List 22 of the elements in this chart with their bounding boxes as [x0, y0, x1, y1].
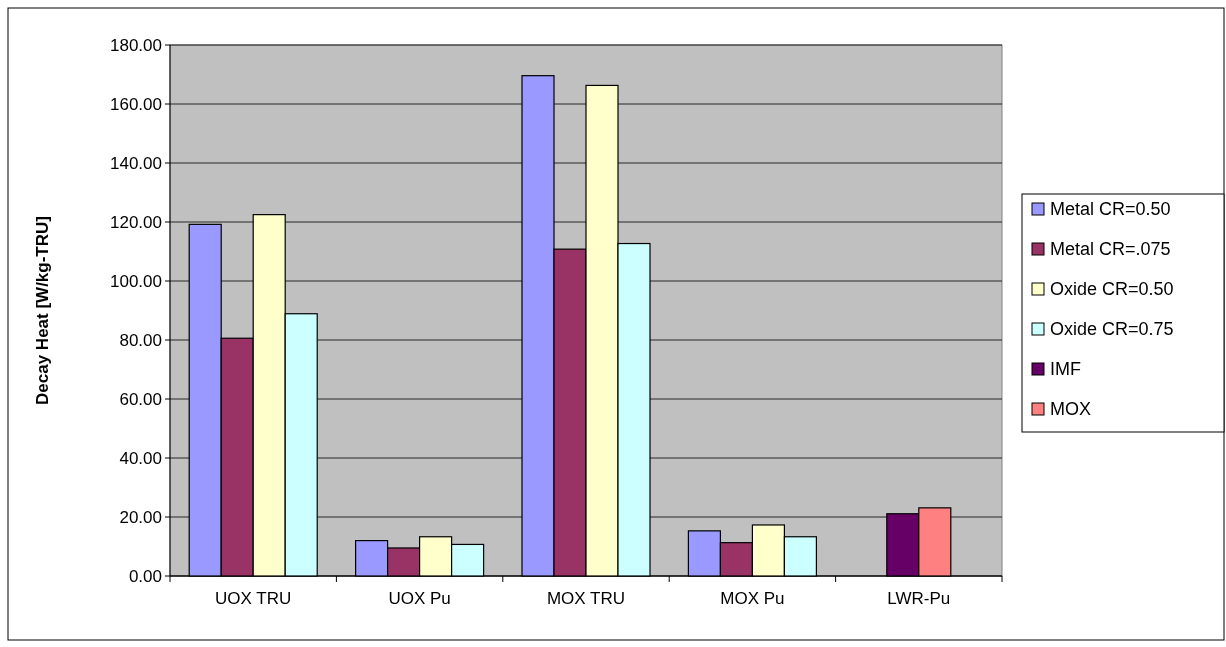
- x-tick-label: MOX TRU: [546, 589, 626, 608]
- x-tick-label: LWR-Pu: [887, 589, 951, 608]
- y-tick-label: 60.00: [119, 389, 162, 409]
- y-tick-label: 40.00: [119, 448, 162, 468]
- y-axis-title: Decay Heat [W/kg-TRU]: [33, 216, 52, 405]
- legend-label: IMF: [1050, 359, 1081, 380]
- legend-label: MOX: [1050, 399, 1092, 420]
- y-tick-label: 120.00: [110, 212, 162, 232]
- y-tick-label: 160.00: [110, 94, 162, 114]
- legend-label: Metal CR=.075: [1050, 239, 1171, 260]
- y-tick-label: 100.00: [110, 271, 162, 291]
- legend-label: Oxide CR=0.75: [1050, 319, 1174, 340]
- y-tick-label: 80.00: [119, 330, 162, 350]
- y-tick-label: 180.00: [110, 35, 162, 55]
- x-tick-label: UOX TRU: [215, 589, 292, 608]
- y-tick-label: 20.00: [119, 507, 162, 527]
- legend-label: Oxide CR=0.50: [1050, 279, 1174, 300]
- y-tick-label: 0.00: [128, 566, 162, 586]
- legend-label: Metal CR=0.50: [1050, 199, 1171, 220]
- x-tick-label: UOX Pu: [388, 589, 451, 608]
- x-tick-label: MOX Pu: [720, 589, 785, 608]
- y-tick-label: 140.00: [110, 153, 162, 173]
